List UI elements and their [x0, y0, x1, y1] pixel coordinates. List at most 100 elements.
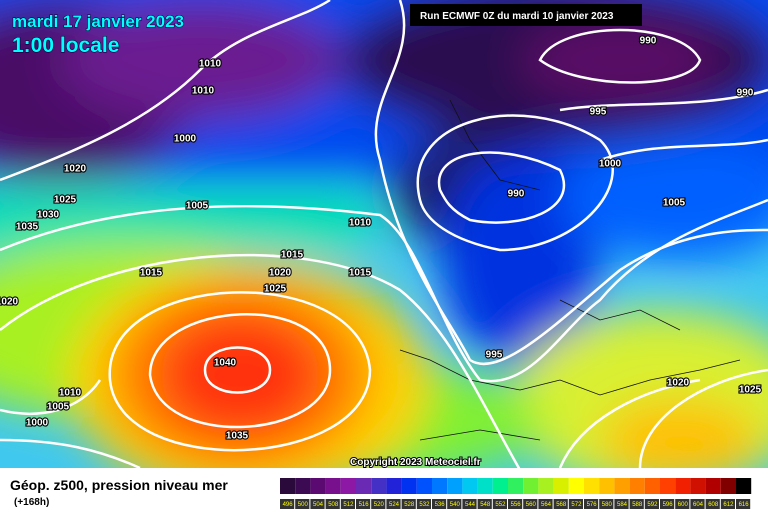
- scale-swatch: [432, 478, 448, 494]
- scale-swatch: [675, 478, 691, 494]
- scale-label: 588: [632, 502, 643, 508]
- run-banner: [410, 4, 642, 26]
- scale-label-bg: [599, 499, 614, 509]
- isobar-label: 1005: [663, 198, 686, 209]
- scale-label-bg: [447, 499, 462, 509]
- scale-label-bg: [644, 499, 659, 509]
- isobar-label: 1025: [264, 284, 287, 295]
- scale-swatch: [629, 478, 645, 494]
- scale-label-bg: [325, 499, 340, 509]
- scale-label-bg: [462, 499, 477, 509]
- isobar-label: 1015: [140, 268, 163, 279]
- scale-swatch: [477, 478, 493, 494]
- scale-label: 568: [556, 502, 567, 508]
- scale-label-bg: [675, 499, 690, 509]
- scale-swatch: [462, 478, 478, 494]
- scale-label-bg: [371, 499, 386, 509]
- scale-swatch: [310, 478, 326, 494]
- scale-label: 572: [571, 502, 582, 508]
- isobar-label: 1040: [214, 358, 237, 369]
- scale-label-bg: [584, 499, 599, 509]
- scale-label-bg: [614, 499, 629, 509]
- scale-label: 580: [602, 502, 613, 508]
- scale-label-bg: [477, 499, 492, 509]
- scale-label: 592: [647, 502, 658, 508]
- isobar-label: 1025: [54, 195, 77, 206]
- scale-swatch: [599, 478, 615, 494]
- scale-swatch: [356, 478, 372, 494]
- scale-label: 500: [298, 502, 309, 508]
- isobar-label: 1000: [599, 159, 622, 170]
- scale-label-bg: [523, 499, 538, 509]
- scale-label-bg: [508, 499, 523, 509]
- scale-label: 612: [723, 502, 734, 508]
- isobar-label: 1020: [64, 164, 87, 175]
- scale-label-bg: [340, 499, 355, 509]
- scale-label: 600: [678, 502, 689, 508]
- scale-swatch: [538, 478, 554, 494]
- scale-label-bg: [401, 499, 416, 509]
- scale-swatch: [614, 478, 630, 494]
- copyright: Copyright 2023 Meteociel.fr: [350, 457, 481, 468]
- scale-label: 540: [450, 502, 461, 508]
- isobar-label: 1015: [281, 250, 304, 261]
- scale-label: 496: [283, 502, 294, 508]
- scale-label-bg: [356, 499, 371, 509]
- scale-label: 548: [480, 502, 491, 508]
- isobar-label: 1030: [37, 210, 60, 221]
- scale-label-bg: [568, 499, 583, 509]
- scale-swatch: [660, 478, 676, 494]
- scale-label-bg: [736, 499, 751, 509]
- isobar-label: 1000: [26, 418, 49, 429]
- isobar-label: 995: [590, 107, 607, 118]
- isobar-label: 1025: [739, 385, 762, 396]
- scale-label-bg: [310, 499, 325, 509]
- isobar-label: 1000: [174, 134, 197, 145]
- scale-label: 504: [313, 502, 324, 508]
- run-text: Run ECMWF 0Z du mardi 10 janvier 2023: [420, 11, 614, 22]
- scale-label: 560: [526, 502, 537, 508]
- isobar-label: 1010: [192, 86, 215, 97]
- scale-swatch: [340, 478, 356, 494]
- scale-label-bg: [386, 499, 401, 509]
- time-title: 1:00 locale: [12, 34, 119, 57]
- scale-label: 604: [693, 502, 704, 508]
- scale-swatch: [568, 478, 584, 494]
- scale-label-bg: [660, 499, 675, 509]
- scale-label: 532: [419, 502, 430, 508]
- scale-label-bg: [690, 499, 705, 509]
- legend-subtitle: (+168h): [14, 497, 49, 508]
- isobar-label: 1010: [199, 59, 222, 70]
- scale-label-bg: [538, 499, 553, 509]
- isobar-label: 1010: [59, 388, 82, 399]
- isobar-label: 1020: [0, 297, 19, 308]
- scale-label: 536: [435, 502, 446, 508]
- scale-label-bg: [280, 499, 295, 509]
- isobar-label: 995: [486, 350, 503, 361]
- isobar-label: 1015: [349, 268, 372, 279]
- scale-swatch: [736, 478, 752, 494]
- scale-label-bg: [705, 499, 720, 509]
- scale-label: 608: [708, 502, 719, 508]
- scale-label: 520: [374, 502, 385, 508]
- scale-swatch: [416, 478, 432, 494]
- scale-label: 512: [343, 502, 354, 508]
- scale-label: 528: [404, 502, 415, 508]
- field: [0, 0, 768, 468]
- scale-swatch: [508, 478, 524, 494]
- scale-swatch: [720, 478, 736, 494]
- scale-swatch: [401, 478, 417, 494]
- scale-swatch: [705, 478, 721, 494]
- isobar-label: 990: [508, 189, 525, 200]
- date-title: mardi 17 janvier 2023: [12, 12, 184, 31]
- scale-label-bg: [416, 499, 431, 509]
- scale-swatch: [553, 478, 569, 494]
- scale-label: 584: [617, 502, 628, 508]
- isobar-label: 1005: [47, 402, 70, 413]
- isobar-labels: 990 990 995 1000 990 1005 1010 1010 1000 1020 1025…: [0, 35, 763, 443]
- scale-label: 564: [541, 502, 552, 508]
- scale-swatch: [280, 478, 296, 494]
- scale-label-bg: [720, 499, 735, 509]
- scale-swatch: [690, 478, 706, 494]
